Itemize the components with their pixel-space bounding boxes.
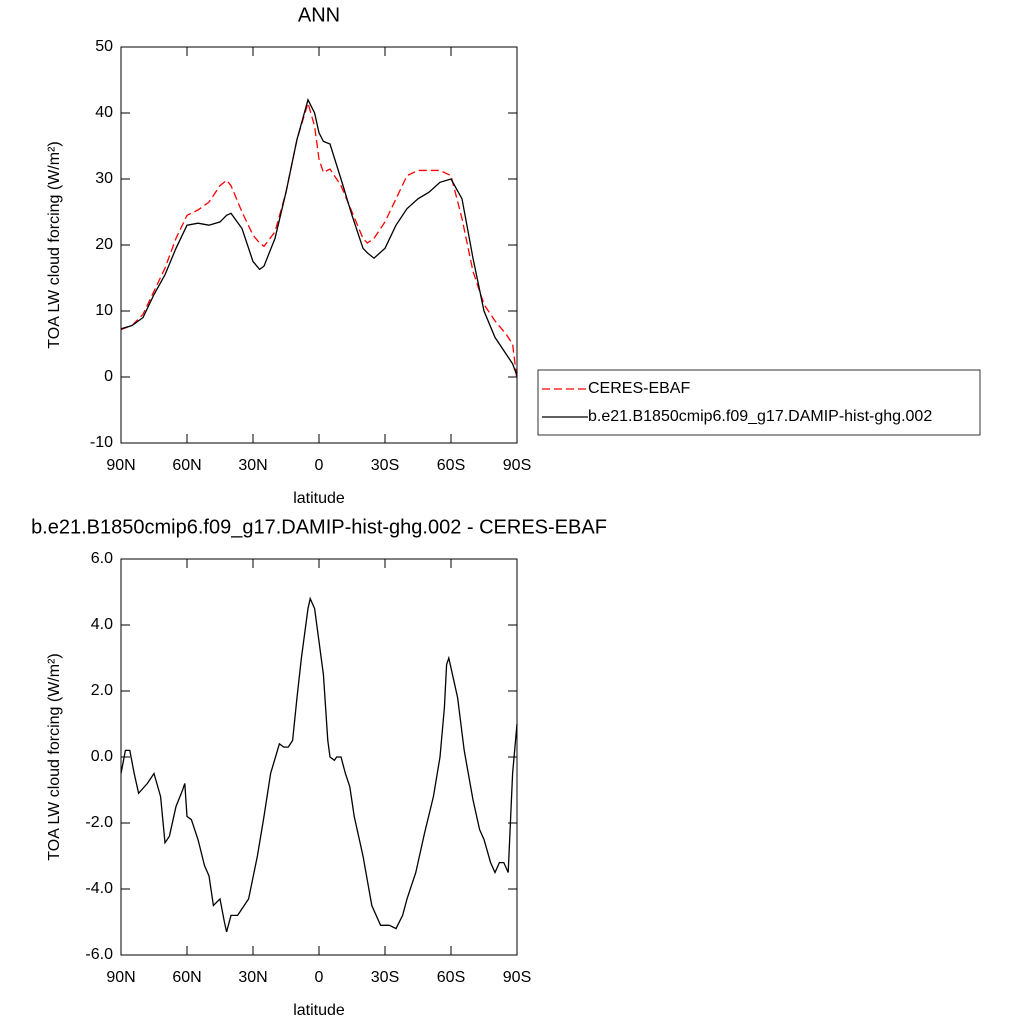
x-tick-label: 30N [238,969,267,986]
x-tick-label: 60S [437,969,465,986]
y-tick-label: 4.0 [91,616,113,633]
y-tick-label: 6.0 [91,550,113,567]
legend-label: CERES-EBAF [588,380,690,397]
data-line [120,97,518,376]
y-tick-label: 40 [95,104,113,121]
x-tick-label: 90N [106,969,135,986]
x-axis-label: latitude [293,1002,345,1019]
x-axis-label: latitude [293,490,345,507]
x-tick-label: 60S [437,457,465,474]
x-tick-label: 90S [503,969,531,986]
data-line [120,100,518,381]
y-tick-label: 30 [95,170,113,187]
y-axis-label: TOA LW cloud forcing (W/m²) [46,141,63,348]
plot-frame [120,558,518,956]
y-tick-label: 2.0 [91,682,113,699]
x-tick-label: 30S [371,457,399,474]
y-tick-label: 50 [95,38,113,55]
plot-frame [120,46,518,444]
chart-title: ANN [298,4,340,26]
y-tick-label: 10 [95,302,113,319]
x-tick-label: 90N [106,457,135,474]
y-tick-label: 0 [104,368,113,385]
x-tick-label: 0 [315,457,324,474]
y-axis-label: TOA LW cloud forcing (W/m²) [46,653,63,860]
y-tick-label: -4.0 [85,880,113,897]
x-tick-label: 60N [172,969,201,986]
chart-title: b.e21.B1850cmip6.f09_g17.DAMIP-hist-ghg.… [31,516,607,538]
y-tick-label: -2.0 [85,814,113,831]
legend-box [537,369,981,436]
y-tick-label: 0.0 [91,748,113,765]
y-tick-label: 20 [95,236,113,253]
y-tick-label: -10 [90,434,113,451]
x-tick-label: 30N [238,457,267,474]
legend-label: b.e21.B1850cmip6.f09_g17.DAMIP-hist-ghg.… [588,408,932,425]
x-tick-label: 90S [503,457,531,474]
data-line [120,596,518,933]
x-tick-label: 60N [172,457,201,474]
x-tick-label: 30S [371,969,399,986]
x-tick-label: 0 [315,969,324,986]
y-tick-label: -6.0 [85,946,113,963]
